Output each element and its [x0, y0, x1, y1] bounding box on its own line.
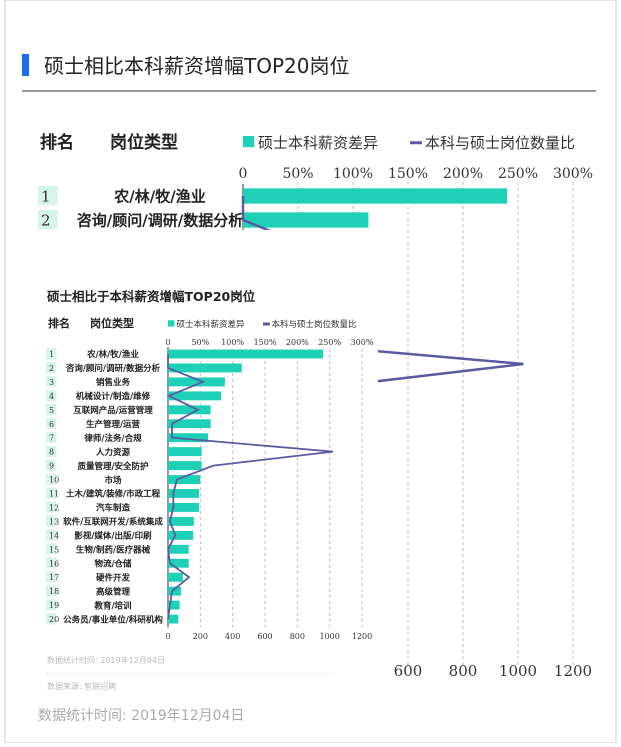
category-label: 教育/培训	[93, 600, 132, 611]
category-label: 土木/建筑/装修/市政工程	[66, 489, 161, 500]
rank-number: 9	[49, 462, 54, 471]
top-axis-tick: 0	[165, 338, 170, 347]
bar-salary-diff	[168, 573, 183, 582]
page-title: 硕士相比本科薪资增幅TOP20岗位	[44, 54, 349, 78]
category-label: 销售业务	[96, 377, 131, 388]
top-axis-tick: 150%	[254, 338, 277, 347]
category-label: 机械设计/制造/维修	[76, 391, 151, 402]
bar-salary-diff	[168, 545, 189, 554]
legend-bar-label: 硕士本科薪资差异	[177, 319, 246, 330]
legend-line-label: 本科与硕士岗位数量比	[425, 134, 575, 152]
rank-number: 2	[49, 364, 54, 373]
rank-number: 20	[49, 615, 59, 624]
legend-bar-swatch	[243, 136, 254, 147]
top-axis-tick: 0	[239, 166, 248, 182]
category-label: 影视/媒体/出版/印刷	[74, 531, 151, 542]
bar-salary-diff	[168, 615, 178, 624]
rank-header: 排名	[40, 132, 74, 153]
inset-title: 硕士相比于本科薪资增幅TOP20岗位	[47, 289, 256, 304]
category-label: 硬件开发	[96, 572, 131, 583]
rank-number: 15	[49, 545, 59, 554]
rank-header: 排名	[48, 316, 70, 330]
footnote-date: 数据统计时间: 2019年12月04日	[38, 708, 244, 724]
category-label: 人力资源	[96, 447, 131, 458]
bar-salary-diff	[168, 531, 193, 540]
category-label: 生产管理/运营	[86, 419, 141, 430]
legend-line-label: 本科与硕士岗位数量比	[272, 319, 357, 330]
category-label: 市场	[104, 475, 122, 486]
rank-number: 7	[49, 434, 54, 443]
rank-number: 1	[49, 350, 54, 359]
bottom-axis-tick: 800	[449, 662, 478, 680]
top-axis-tick: 50%	[282, 166, 313, 182]
bottom-axis-tick: 400	[225, 632, 240, 641]
category-label: 软件/互联网开发/系统集成	[63, 517, 163, 528]
rank-number: 8	[49, 448, 54, 457]
category-label: 公务员/事业单位/科研机构	[63, 614, 163, 625]
legend-bar-label: 硕士本科薪资差异	[258, 134, 378, 152]
category-label: 互联网产品/运营管理	[73, 405, 153, 416]
rank-number: 11	[49, 490, 59, 499]
category-label: 物流/仓储	[94, 558, 132, 569]
category-header: 岗位类型	[90, 316, 134, 330]
rank-number: 14	[49, 531, 59, 540]
bar-salary-diff	[243, 188, 507, 203]
legend-bar-swatch	[168, 320, 174, 326]
bar-salary-diff	[168, 350, 323, 359]
category-label: 农/林/牧/渔业	[86, 349, 139, 360]
top-axis-tick: 150%	[388, 166, 428, 182]
bottom-axis-tick: 1200	[554, 662, 592, 680]
top-axis-tick: 250%	[318, 338, 341, 347]
top-axis-tick: 300%	[351, 338, 374, 347]
rank-number: 16	[49, 559, 59, 568]
bottom-axis-tick: 1000	[319, 632, 339, 641]
rank-number: 19	[49, 601, 59, 610]
bottom-axis-tick: 0	[165, 632, 170, 641]
top-axis-tick: 300%	[553, 166, 593, 182]
bottom-axis-tick: 600	[257, 632, 272, 641]
category-label: 质量管理/安全防护	[77, 461, 149, 472]
top-axis-tick: 250%	[498, 166, 538, 182]
bar-salary-diff	[168, 419, 211, 428]
bottom-axis-tick: 1000	[499, 662, 537, 680]
bar-salary-diff	[168, 447, 202, 456]
title-accent-bar	[22, 54, 29, 76]
bar-salary-diff	[243, 212, 368, 227]
rank-number: 5	[49, 406, 54, 415]
rank-number: 10	[49, 476, 59, 485]
bar-salary-diff	[168, 363, 242, 372]
category-header: 岗位类型	[110, 132, 178, 153]
category-label: 咨询/顾问/调研/数据分析	[66, 363, 161, 374]
rank-number: 3	[49, 378, 54, 387]
inset-source: 数据来源: 智联招聘	[47, 681, 116, 691]
category-label: 汽车制造	[96, 503, 131, 514]
category-label: 农/林/牧/渔业	[113, 188, 205, 206]
top-axis-tick: 100%	[333, 166, 373, 182]
rank-number: 1	[41, 188, 51, 206]
rank-number: 17	[49, 573, 59, 582]
category-label: 咨询/顾问/调研/数据分析	[77, 212, 243, 230]
bottom-axis-tick: 600	[394, 662, 423, 680]
rank-number: 2	[41, 212, 51, 230]
bottom-axis-tick: 1200	[352, 632, 372, 641]
top-axis-tick: 100%	[221, 338, 244, 347]
bottom-axis-tick: 800	[290, 632, 305, 641]
inset-footnote-date: 数据统计时间: 2019年12月04日	[47, 655, 165, 665]
category-label: 生物/制药/医疗器械	[76, 545, 151, 556]
rank-number: 13	[49, 517, 59, 526]
bar-salary-diff	[168, 461, 202, 470]
rank-number: 12	[49, 503, 59, 512]
category-label: 高级管理	[96, 586, 131, 597]
top-axis-tick: 50%	[191, 338, 209, 347]
rank-number: 18	[49, 587, 59, 596]
bottom-axis-tick: 200	[193, 632, 208, 641]
category-label: 律师/法务/合规	[84, 433, 142, 444]
top-axis-tick: 200%	[443, 166, 483, 182]
rank-number: 6	[49, 420, 54, 429]
rank-number: 4	[49, 392, 54, 401]
top-axis-tick: 200%	[286, 338, 309, 347]
